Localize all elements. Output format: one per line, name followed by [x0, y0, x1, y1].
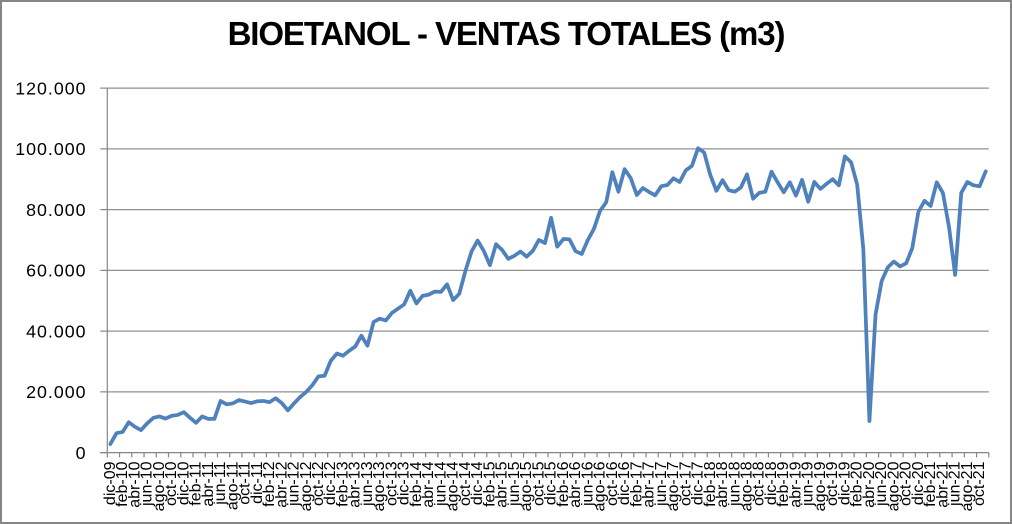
- svg-text:dic-09: dic-09: [102, 461, 119, 505]
- svg-text:40.000: 40.000: [26, 321, 86, 341]
- svg-text:jun-10: jun-10: [139, 461, 156, 507]
- svg-text:ago-14: ago-14: [445, 461, 462, 511]
- svg-text:feb-12: feb-12: [261, 461, 278, 506]
- svg-text:100.000: 100.000: [15, 139, 86, 159]
- svg-text:oct-12: oct-12: [310, 461, 327, 506]
- svg-text:dic-15: dic-15: [543, 461, 560, 505]
- svg-text:ago-18: ago-18: [739, 461, 756, 511]
- svg-text:feb-15: feb-15: [481, 461, 498, 506]
- svg-text:oct-17: oct-17: [677, 461, 694, 506]
- svg-text:feb-13: feb-13: [334, 461, 351, 506]
- svg-text:jun-11: jun-11: [212, 461, 229, 505]
- svg-text:abr-12: abr-12: [273, 461, 290, 507]
- svg-text:ago-12: ago-12: [298, 461, 315, 511]
- svg-text:jun-18: jun-18: [726, 461, 743, 507]
- svg-text:abr-16: abr-16: [567, 461, 584, 507]
- svg-text:jun-20: jun-20: [873, 461, 890, 507]
- svg-text:abr-10: abr-10: [126, 461, 143, 507]
- svg-text:abr-15: abr-15: [494, 461, 511, 507]
- svg-text:feb-18: feb-18: [702, 461, 719, 506]
- svg-text:dic-13: dic-13: [396, 461, 413, 505]
- svg-text:dic-14: dic-14: [469, 461, 486, 505]
- svg-text:dic-18: dic-18: [763, 461, 780, 505]
- svg-text:jun-12: jun-12: [286, 461, 303, 507]
- svg-text:jun-19: jun-19: [800, 461, 817, 507]
- svg-text:jun-16: jun-16: [579, 461, 596, 507]
- svg-text:feb-17: feb-17: [628, 461, 645, 506]
- svg-text:oct-10: oct-10: [163, 461, 180, 506]
- svg-text:ago-20: ago-20: [885, 461, 902, 511]
- svg-text:feb-16: feb-16: [555, 461, 572, 506]
- svg-text:jun-14: jun-14: [432, 461, 449, 507]
- svg-text:60.000: 60.000: [26, 261, 86, 281]
- svg-text:oct-15: oct-15: [530, 461, 547, 506]
- svg-text:ago-17: ago-17: [665, 461, 682, 511]
- svg-text:feb-19: feb-19: [775, 461, 792, 506]
- svg-text:abr-11: abr-11: [200, 461, 217, 506]
- svg-text:oct-14: oct-14: [457, 461, 474, 506]
- svg-text:abr-14: abr-14: [420, 461, 437, 507]
- svg-text:ago-10: ago-10: [151, 461, 168, 511]
- svg-text:oct-16: oct-16: [604, 461, 621, 506]
- svg-text:dic-17: dic-17: [690, 461, 707, 505]
- svg-text:ago-15: ago-15: [518, 461, 535, 511]
- svg-text:dic-19: dic-19: [836, 461, 853, 505]
- svg-text:jun-13: jun-13: [359, 461, 376, 507]
- svg-text:dic-11: dic-11: [249, 461, 266, 503]
- svg-text:feb-11: feb-11: [188, 461, 205, 505]
- svg-text:abr-13: abr-13: [347, 461, 364, 507]
- svg-text:ago-21: ago-21: [959, 461, 976, 511]
- svg-text:abr-18: abr-18: [714, 461, 731, 507]
- svg-text:oct-13: oct-13: [383, 461, 400, 506]
- svg-text:jun-17: jun-17: [653, 461, 670, 507]
- svg-text:ago-11: ago-11: [224, 461, 241, 510]
- svg-text:feb-10: feb-10: [114, 461, 131, 506]
- svg-text:abr-20: abr-20: [861, 461, 878, 507]
- svg-text:dic-10: dic-10: [175, 461, 192, 505]
- svg-text:20.000: 20.000: [26, 382, 86, 402]
- svg-text:oct-19: oct-19: [824, 461, 841, 506]
- svg-text:feb-20: feb-20: [849, 461, 866, 506]
- svg-text:feb-14: feb-14: [408, 461, 425, 506]
- svg-text:abr-21: abr-21: [934, 461, 951, 507]
- svg-text:oct-21: oct-21: [971, 461, 988, 506]
- svg-text:dic-20: dic-20: [910, 461, 927, 505]
- svg-text:80.000: 80.000: [26, 200, 86, 220]
- svg-text:jun-15: jun-15: [506, 461, 523, 507]
- svg-text:ago-13: ago-13: [371, 461, 388, 511]
- svg-text:feb-21: feb-21: [922, 461, 939, 506]
- svg-text:ago-19: ago-19: [812, 461, 829, 511]
- svg-text:abr-17: abr-17: [641, 461, 658, 507]
- svg-text:oct-20: oct-20: [898, 461, 915, 506]
- svg-text:dic-16: dic-16: [616, 461, 633, 505]
- svg-text:abr-19: abr-19: [787, 461, 804, 507]
- svg-text:0: 0: [76, 443, 87, 463]
- svg-text:ago-16: ago-16: [592, 461, 609, 511]
- svg-text:oct-11: oct-11: [237, 461, 254, 504]
- svg-text:jun-21: jun-21: [947, 461, 964, 507]
- svg-text:120.000: 120.000: [15, 78, 86, 98]
- svg-text:dic-12: dic-12: [322, 461, 339, 505]
- svg-text:oct-18: oct-18: [751, 461, 768, 506]
